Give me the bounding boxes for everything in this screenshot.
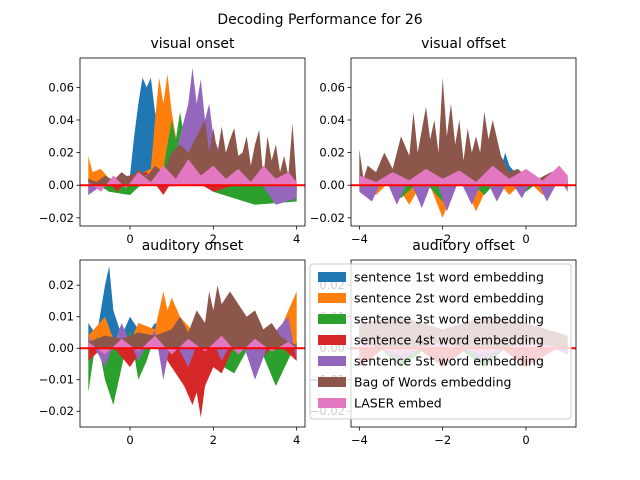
subplot-title: visual onset bbox=[150, 36, 235, 52]
y-tick-label: −0.02 bbox=[39, 211, 74, 225]
legend-swatch bbox=[318, 335, 346, 345]
x-tick-label: −2 bbox=[434, 433, 451, 447]
x-tick-label: 0 bbox=[522, 232, 529, 246]
legend-frame bbox=[309, 263, 572, 420]
figure-suptitle: Decoding Performance for 26 bbox=[217, 12, 422, 28]
subplot-2: −4 −2 0 −0.02 0.00 0.02 0.04 0.06 visual offset bbox=[310, 36, 577, 246]
legend-swatch bbox=[318, 314, 346, 324]
y-tick-label: −0.02 bbox=[39, 404, 74, 418]
y-tick-label: 0.01 bbox=[48, 310, 74, 324]
legend-label: LASER embed bbox=[354, 396, 442, 411]
series-area-7 bbox=[359, 165, 568, 186]
x-tick-label: 2 bbox=[210, 232, 217, 246]
y-tick-label: −0.01 bbox=[39, 373, 74, 387]
x-tick-label: −4 bbox=[351, 232, 368, 246]
x-tick-label: −2 bbox=[434, 232, 451, 246]
legend-swatch bbox=[318, 398, 346, 408]
x-tick-label: 0 bbox=[126, 433, 133, 447]
legend-swatch bbox=[318, 356, 346, 366]
series-area-7 bbox=[88, 335, 297, 355]
y-tick-label: 0.00 bbox=[48, 341, 74, 355]
plot-area bbox=[351, 77, 576, 218]
y-tick-label: 0.06 bbox=[48, 80, 74, 94]
series-area-4 bbox=[88, 335, 297, 418]
legend-label: sentence 1st word embedding bbox=[354, 270, 544, 285]
x-tick-label: 2 bbox=[210, 433, 217, 447]
x-tick-label: 0 bbox=[522, 433, 529, 447]
legend-swatch bbox=[318, 377, 346, 387]
y-tick-label: 0.02 bbox=[48, 278, 74, 292]
x-tick-label: −4 bbox=[351, 433, 368, 447]
series-area-7 bbox=[88, 159, 297, 192]
subplot-title: auditory offset bbox=[412, 238, 515, 254]
x-tick-label: 4 bbox=[293, 232, 300, 246]
series-area-1 bbox=[88, 77, 297, 186]
legend-label: sentence 3st word embedding bbox=[354, 312, 544, 327]
legend-label: sentence 4st word embedding bbox=[354, 333, 544, 348]
y-tick-label: 0.00 bbox=[319, 178, 345, 192]
y-tick-label: 0.00 bbox=[48, 178, 74, 192]
x-tick-label: 0 bbox=[126, 232, 133, 246]
y-tick-label: 0.04 bbox=[319, 113, 345, 127]
x-tick-label: 4 bbox=[293, 433, 300, 447]
axes-frame bbox=[350, 57, 577, 227]
series-area-6 bbox=[88, 119, 297, 186]
series-area-5 bbox=[88, 67, 297, 205]
subplot-title: visual offset bbox=[421, 36, 506, 52]
y-tick-label: 0.02 bbox=[319, 146, 345, 160]
plot-area bbox=[80, 266, 305, 418]
y-tick-label: 0.02 bbox=[48, 146, 74, 160]
subplot-title: auditory onset bbox=[142, 238, 244, 254]
subplot-3: 0 2 4 −0.02 −0.01 0.00 0.01 0.02 auditory onset bbox=[39, 238, 306, 447]
series-area-6 bbox=[88, 285, 297, 349]
y-tick-label: −0.02 bbox=[310, 211, 345, 225]
plot-area bbox=[80, 67, 305, 205]
legend-swatch bbox=[318, 272, 346, 282]
series-area-6 bbox=[359, 77, 568, 186]
legend: sentence 1st word embedding sentence 2st … bbox=[309, 263, 572, 420]
subplot-1: 0 2 4 −0.02 0.00 0.02 0.04 0.06 visual onset bbox=[39, 36, 306, 246]
y-tick-label: 0.04 bbox=[48, 113, 74, 127]
legend-label: sentence 2st word embedding bbox=[354, 291, 544, 306]
axes-frame bbox=[79, 259, 306, 428]
y-tick-label: 0.06 bbox=[319, 80, 345, 94]
legend-label: sentence 5st word embedding bbox=[354, 354, 544, 369]
axes-frame bbox=[79, 57, 306, 227]
legend-label: Bag of Words embedding bbox=[354, 375, 511, 390]
legend-swatch bbox=[318, 293, 346, 303]
